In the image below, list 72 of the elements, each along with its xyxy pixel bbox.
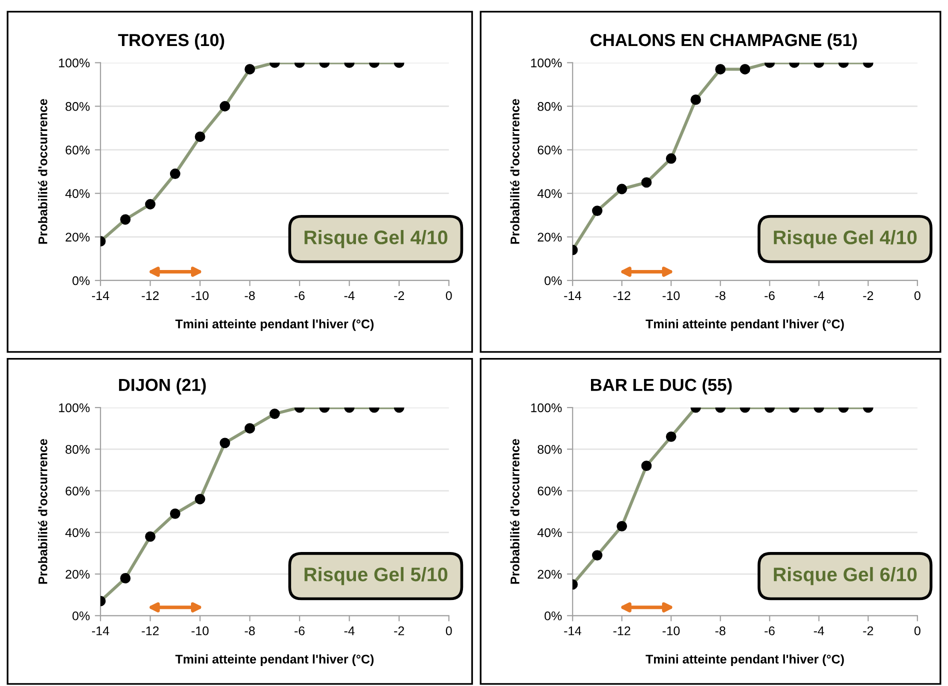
x-tick-label: -14 — [564, 291, 582, 300]
x-tick-label: -12 — [613, 291, 630, 300]
x-tick-label: -4 — [814, 291, 824, 300]
y-tick-label: 60% — [538, 146, 562, 154]
x-tick-label: -6 — [294, 291, 305, 300]
y-axis-title: Probabilité d'occurrence — [510, 438, 520, 584]
x-tick-label: -6 — [764, 626, 775, 636]
x-tick-label: -10 — [662, 626, 680, 636]
y-tick-label: 80% — [538, 102, 562, 111]
x-tick-label: -2 — [394, 626, 404, 636]
y-tick-label: 40% — [537, 528, 562, 538]
x-tick-label: -12 — [142, 626, 159, 636]
y-tick-label: 0% — [544, 276, 562, 286]
y-tick-label: 60% — [538, 486, 562, 496]
y-tick-label: 20% — [66, 232, 90, 242]
y-tick-label: 20% — [538, 570, 562, 579]
x-tick-label: -14 — [92, 291, 110, 300]
y-tick-label: 0% — [72, 276, 90, 286]
y-tick-label: 20% — [66, 570, 90, 579]
y-tick-label: 0% — [544, 611, 562, 620]
x-axis-title: Tmini atteinte pendant l'hiver (°C) — [646, 319, 844, 331]
x-tick-label: -6 — [294, 626, 305, 636]
x-tick-label: 0 — [914, 291, 920, 300]
annotation: Risque Gel 4/10 — [774, 230, 917, 248]
x-axis-title: Tmini atteinte pendant l'hiver (°C) — [175, 654, 374, 666]
y-axis-title: Probabilité d'occurrence — [38, 438, 48, 584]
chart-title: BAR LE DUC (55) — [590, 378, 732, 394]
x-tick-label: -14 — [92, 626, 110, 636]
x-tick-label: -10 — [662, 291, 680, 300]
y-axis-title: Probabilité d'occurrence — [38, 98, 48, 244]
y-tick-label: 80% — [538, 444, 562, 454]
x-tick-label: -4 — [344, 626, 355, 636]
x-tick-label: -2 — [863, 291, 874, 300]
x-axis-title: Tmini atteinte pendant l'hiver (°C) — [646, 654, 844, 666]
annotation: Risque Gel 5/10 — [304, 567, 448, 586]
x-tick-label: -4 — [344, 291, 355, 300]
y-tick-label: 80% — [66, 444, 90, 454]
y-tick-label: 60% — [66, 146, 90, 154]
x-tick-label: -8 — [244, 626, 255, 636]
x-tick-label: -8 — [244, 291, 255, 300]
x-tick-label: -2 — [863, 626, 874, 636]
x-tick-label: -10 — [192, 626, 209, 636]
y-tick-label: 100% — [59, 403, 90, 412]
y-tick-label: 60% — [66, 486, 90, 496]
x-tick-label: 0 — [446, 291, 452, 300]
y-tick-label: 80% — [66, 102, 90, 111]
y-tick-label: 0% — [72, 611, 90, 620]
x-tick-label: -12 — [613, 626, 630, 636]
y-tick-label: 40% — [65, 528, 90, 538]
x-tick-label: -12 — [142, 291, 159, 300]
y-tick-label: 40% — [537, 189, 562, 198]
y-axis-title: Probabilité d'occurrence — [510, 98, 520, 244]
x-axis-title: Tmini atteinte pendant l'hiver (°C) — [175, 319, 374, 331]
y-tick-label: 100% — [531, 58, 562, 68]
chart-title: TROYES (10) — [118, 33, 224, 50]
x-tick-label: 0 — [446, 626, 452, 636]
y-tick-label: 100% — [59, 58, 90, 68]
y-tick-label: 40% — [65, 189, 90, 198]
y-tick-label: 20% — [538, 232, 562, 242]
x-tick-label: 0 — [914, 626, 920, 636]
chart-title: DIJON (21) — [119, 378, 206, 394]
x-tick-label: -10 — [192, 291, 209, 300]
x-tick-label: -8 — [715, 291, 726, 300]
y-tick-label: 100% — [531, 403, 562, 412]
x-tick-label: -2 — [394, 291, 404, 300]
annotation: Risque Gel 4/10 — [304, 230, 448, 248]
x-tick-label: -4 — [814, 626, 824, 636]
x-tick-label: -6 — [764, 291, 775, 300]
annotation: Risque Gel 6/10 — [774, 567, 917, 586]
chart-title: CHALONS EN CHAMPAGNE (51) — [590, 33, 857, 50]
x-tick-label: -8 — [715, 626, 726, 636]
x-tick-label: -14 — [564, 626, 582, 636]
